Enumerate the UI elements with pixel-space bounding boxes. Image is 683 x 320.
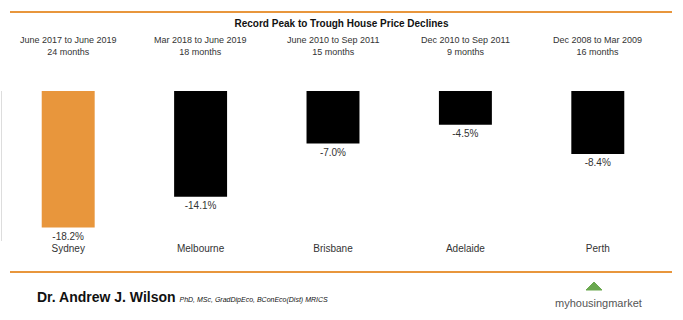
svg-text:Dr. Andrew J. Wilson PhD, MSc,: Dr. Andrew J. Wilson PhD, MSc, GradDipEc…: [37, 289, 328, 305]
svg-text:June 2010 to Sep 201115 months: June 2010 to Sep 201115 months: [287, 35, 379, 57]
svg-text:Brisbane: Brisbane: [313, 243, 353, 254]
svg-text:Melbourne: Melbourne: [177, 243, 225, 254]
svg-text:Adelaide: Adelaide: [446, 243, 485, 254]
svg-text:Dec 2010 to Sep 20119 months: Dec 2010 to Sep 20119 months: [421, 35, 510, 57]
svg-text:Record Peak to Trough House Pr: Record Peak to Trough House Price Declin…: [235, 18, 449, 29]
svg-text:-18.2%: -18.2%: [52, 231, 84, 242]
svg-text:Sydney: Sydney: [52, 243, 85, 254]
svg-text:-14.1%: -14.1%: [185, 200, 217, 211]
svg-text:Dec 2008 to Mar 200916 months: Dec 2008 to Mar 200916 months: [553, 35, 642, 57]
svg-text:myhousingmarket: myhousingmarket: [555, 297, 642, 309]
svg-text:Mar 2018 to June 201918 months: Mar 2018 to June 201918 months: [154, 35, 247, 57]
svg-text:-4.5%: -4.5%: [452, 128, 478, 139]
svg-text:June 2017 to June 201924 month: June 2017 to June 201924 months: [20, 35, 117, 57]
svg-text:-8.4%: -8.4%: [585, 157, 611, 168]
svg-text:Perth: Perth: [586, 243, 610, 254]
svg-text:-7.0%: -7.0%: [320, 147, 346, 158]
